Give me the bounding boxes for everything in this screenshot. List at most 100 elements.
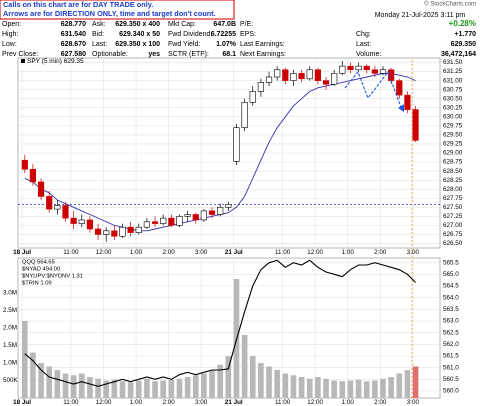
y-tick-label: 630.50 (443, 95, 463, 102)
y-tick-label: 561.0 (443, 364, 459, 371)
volume-bar (404, 370, 411, 398)
y-tick-label: 631.25 (443, 68, 463, 75)
field-value: 1.07% (216, 41, 237, 48)
volume-bar (78, 373, 85, 398)
x-tick-label: 3:00 (195, 399, 208, 406)
volume-bar (119, 381, 126, 398)
y-tick-label: 626.50 (443, 240, 463, 247)
field-value: +1.770 (454, 31, 476, 38)
volume-bar (372, 380, 378, 398)
volume-bar (363, 381, 370, 398)
field-label: Optionable: (92, 51, 128, 58)
y-tick-label: 630.25 (443, 104, 463, 111)
field-label: P/E: (240, 21, 253, 28)
field-label: Chg: (356, 31, 371, 38)
candle-body (322, 80, 330, 85)
x-tick-label: 12:00 (96, 249, 112, 256)
field-label: Mkt Cap: (168, 21, 196, 28)
field-value: 629.340 x 50 (119, 31, 160, 38)
volume-bar (209, 370, 215, 398)
x-tick-label: 1:00 (342, 399, 355, 406)
candle-body (103, 230, 110, 235)
x-tick-label: 21 Jul (225, 399, 243, 406)
x-tick-label: 1:00 (342, 249, 355, 256)
candle-body (306, 69, 313, 80)
candle-body (208, 210, 216, 215)
legend-text: $NYUPV:$NYDNV 1.31 (22, 274, 83, 280)
volume-tick-label: 2.0M (3, 325, 17, 332)
x-tick-label: 12:00 (307, 399, 323, 406)
volume-bar (298, 377, 305, 398)
volume-bar (135, 380, 142, 398)
field-value: 629.350 (451, 41, 476, 48)
note-line: Arrows are for DIRECTION ONLY, time and … (3, 9, 216, 18)
y-tick-label: 627.50 (443, 204, 463, 211)
candle-body (29, 168, 37, 183)
volume-bar (315, 377, 321, 398)
field-label: SCTR (ETF): (168, 51, 209, 58)
volume-bar (258, 363, 264, 398)
y-tick-label: 631.50 (443, 59, 463, 66)
volume-tick-label: 1.5M (3, 342, 17, 349)
volume-bar (249, 356, 256, 398)
field-label: Prev Close: (2, 51, 38, 58)
field-label: Last Earnings: (240, 41, 285, 48)
candle-body (62, 205, 69, 219)
field-value: yes (148, 51, 160, 58)
y-tick-label: 561.5 (443, 353, 459, 360)
legend-swatch (21, 59, 25, 63)
candle-body (200, 210, 207, 221)
y-tick-label: 630.00 (443, 113, 463, 120)
volume-tick-label: 1.0M (3, 360, 17, 367)
candle-body (94, 228, 102, 235)
candle-body (404, 94, 411, 110)
field-label: Ask: (92, 21, 106, 28)
candle-body (54, 205, 61, 210)
field-label: Open: (2, 21, 21, 28)
legend-text: SPY (5 min) 629.35 (27, 58, 84, 65)
volume-bar (54, 370, 61, 398)
volume-tick-label: 3.0M (3, 290, 17, 297)
volume-bar (323, 378, 329, 398)
x-tick-label: 11:00 (275, 399, 291, 406)
volume-bar (217, 364, 223, 398)
volume-bar (282, 373, 289, 398)
candle-body (119, 226, 126, 237)
volume-bar (168, 379, 175, 398)
field-label: High: (2, 31, 18, 38)
x-tick-label: 3:00 (407, 399, 420, 406)
y-tick-label: 628.50 (443, 168, 463, 175)
field-label: EPS: (240, 31, 256, 38)
candle-body (355, 65, 362, 71)
field-label: Fwd Dividend: (168, 31, 212, 38)
candle-body (135, 226, 142, 233)
field-label: Last: (356, 41, 371, 48)
volume-bar (160, 380, 166, 398)
legend-text: $NYAD 494.00 (22, 267, 60, 273)
y-tick-label: 629.75 (443, 123, 463, 130)
credit: © StockCharts.com (424, 1, 476, 8)
y-tick-label: 629.50 (443, 132, 463, 139)
candle-body (192, 214, 199, 221)
field-value: 628.770 (61, 21, 86, 28)
candle-body (21, 159, 28, 170)
candle-body (70, 217, 77, 224)
volume-bar (144, 378, 150, 398)
candle-body (143, 221, 151, 228)
y-tick-label: 629.25 (443, 141, 463, 148)
field-value: 6.72255 (211, 31, 236, 38)
candle-body (371, 69, 378, 74)
y-tick-label: 630.75 (443, 86, 463, 93)
y-tick-label: 564.5 (443, 283, 459, 290)
candle-body (86, 219, 94, 230)
candle-body (379, 69, 387, 74)
candle-body (347, 65, 354, 71)
volume-bar (355, 379, 362, 398)
field-value: 627.580 (61, 51, 86, 58)
y-tick-label: 628.75 (443, 159, 463, 166)
y-tick-label: 563.5 (443, 306, 459, 313)
candle-body (331, 73, 338, 85)
volume-bar (176, 378, 183, 398)
field-label: Last: (92, 41, 107, 48)
